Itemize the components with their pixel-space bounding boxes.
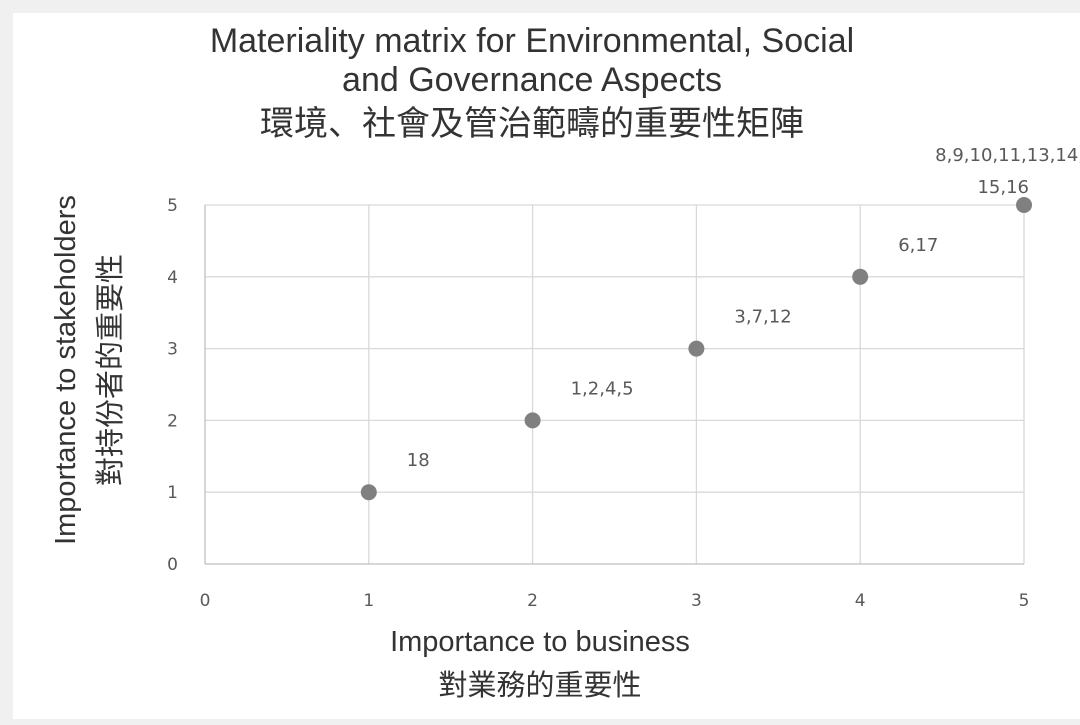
data-label-1: 18 — [407, 450, 430, 471]
y-tick-label-1: 1 — [167, 483, 178, 503]
y-tick-label-4: 4 — [167, 268, 178, 288]
chart-panel: Materiality matrix for Environmental, So… — [13, 13, 1080, 719]
data-label-5-line-1: 8,9,10,11,13,14, — [935, 145, 1080, 166]
data-point-4 — [852, 268, 869, 285]
y-axis-title-line-1: Importance to stakeholders — [50, 195, 82, 545]
data-point-5 — [1016, 197, 1032, 213]
y-tick-label-3: 3 — [167, 340, 178, 360]
data-label-5-line-2: 15,16 — [977, 177, 1029, 198]
chart-title-line-3: 環境、社會及管治範疇的重要性矩陣 — [260, 105, 804, 143]
x-axis-title: Importance to business 對業務的重要性 — [390, 626, 690, 702]
scatter-chart: Materiality matrix for Environmental, So… — [50, 22, 1080, 702]
x-tick-label-0: 0 — [200, 591, 211, 611]
gridlines — [204, 204, 1025, 564]
y-tick-label-2: 2 — [167, 411, 178, 431]
x-tick-label-5: 5 — [1019, 591, 1030, 611]
y-tick-label-5: 5 — [167, 196, 178, 216]
x-axis-title-line-1: Importance to business — [390, 626, 690, 658]
data-points — [360, 197, 1032, 501]
y-axis-title: Importance to stakeholders 對持份者的重要性 — [50, 195, 127, 545]
x-axis-title-line-2: 對業務的重要性 — [438, 669, 641, 702]
data-point-3 — [688, 340, 705, 357]
x-tick-label-4: 4 — [855, 591, 866, 611]
data-labels: 18 1,2,4,5 3,7,12 6,17 8,9,10,11,13,14, 15,16 — [407, 145, 1080, 471]
data-point-1 — [360, 484, 377, 501]
chart-title: Materiality matrix for Environmental, So… — [210, 22, 854, 143]
data-point-2 — [524, 412, 541, 429]
data-label-2: 1,2,4,5 — [571, 378, 634, 399]
y-tick-label-0: 0 — [167, 555, 178, 575]
chart-title-line-2: and Governance Aspects — [342, 61, 722, 99]
x-tick-label-1: 1 — [363, 591, 374, 611]
data-label-3: 3,7,12 — [734, 307, 791, 328]
x-tick-label-3: 3 — [691, 591, 702, 611]
y-axis-title-line-2: 對持份者的重要性 — [94, 254, 127, 486]
tick-labels: 0 1 2 3 4 5 0 1 2 3 4 5 — [167, 196, 1029, 611]
chart-title-line-1: Materiality matrix for Environmental, So… — [210, 22, 854, 60]
x-tick-label-2: 2 — [527, 591, 538, 611]
data-label-4: 6,17 — [898, 235, 938, 256]
